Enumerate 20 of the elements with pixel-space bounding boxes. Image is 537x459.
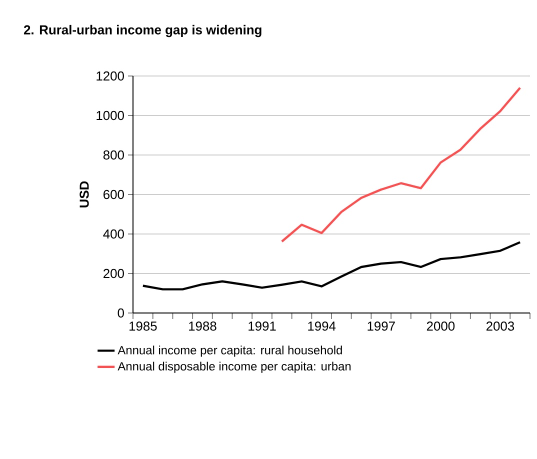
legend-label: Annual income per capita: rural household	[118, 346, 342, 357]
x-tick-label: 1991	[248, 322, 276, 331]
y-tick-label: 400	[103, 229, 124, 239]
x-tick-label: 1997	[368, 322, 395, 331]
y-tick-label: 800	[103, 150, 124, 160]
x-tick-label: 1994	[308, 322, 336, 331]
y-tick-label: 1000	[96, 110, 124, 120]
chart-title: 2. Rural-urban income gap is widening	[24, 24, 262, 38]
x-tick-label: 1988	[189, 322, 216, 331]
y-tick-label: 1200	[96, 71, 124, 81]
line-series	[280, 86, 522, 243]
y-tick-label: 200	[104, 268, 124, 278]
y-axis-title: USD	[80, 181, 89, 208]
y-tick-label: 0	[118, 308, 124, 318]
line-series	[142, 241, 522, 290]
x-tick-label: 2003	[486, 322, 514, 331]
legend-label: Annual disposable income per capita: urban	[118, 362, 351, 373]
y-tick-label: 600	[104, 190, 124, 200]
x-tick-label: 1985	[130, 322, 157, 331]
x-tick-label: 2000	[426, 322, 455, 331]
